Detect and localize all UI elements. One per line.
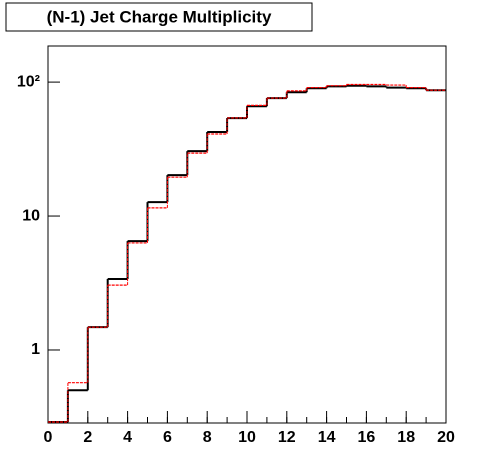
- y-tick-label: 10²: [17, 73, 40, 90]
- title-box: [5, 2, 313, 32]
- x-tick-label: 2: [83, 429, 92, 446]
- x-tick-label: 4: [123, 429, 132, 446]
- y-tick-label: 1: [31, 341, 40, 358]
- x-tick-label: 16: [358, 429, 376, 446]
- x-tick-label: 12: [278, 429, 296, 446]
- x-tick-label: 8: [203, 429, 212, 446]
- y-tick-label: 10: [22, 207, 40, 224]
- x-tick-label: 10: [238, 429, 256, 446]
- x-tick-label: 6: [163, 429, 172, 446]
- x-tick-label: 0: [44, 429, 53, 446]
- x-tick-label: 14: [318, 429, 336, 446]
- x-tick-label: 18: [397, 429, 415, 446]
- chart-title: (N-1) Jet Charge Multiplicity: [47, 7, 272, 26]
- x-tick-label: 20: [437, 429, 455, 446]
